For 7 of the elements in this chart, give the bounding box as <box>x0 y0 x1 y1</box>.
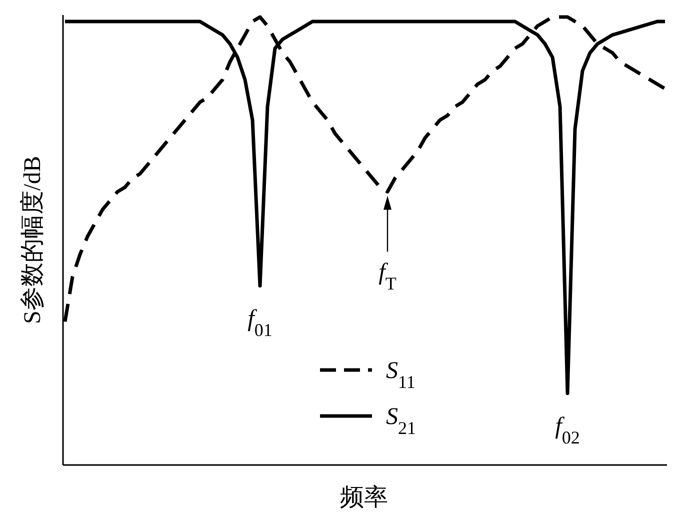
legend-label: S$_{21}$ <box>386 404 416 438</box>
x-axis-title: 频率 <box>340 484 388 511</box>
annotation: f$_{01}$ <box>248 306 272 340</box>
annotation: f$_{02}$ <box>555 413 580 448</box>
annotation: f$_{T}$ <box>378 260 396 294</box>
y-axis-title: S参数的幅度/dB <box>19 156 46 324</box>
legend-label: S$_{11}$ <box>386 358 416 392</box>
